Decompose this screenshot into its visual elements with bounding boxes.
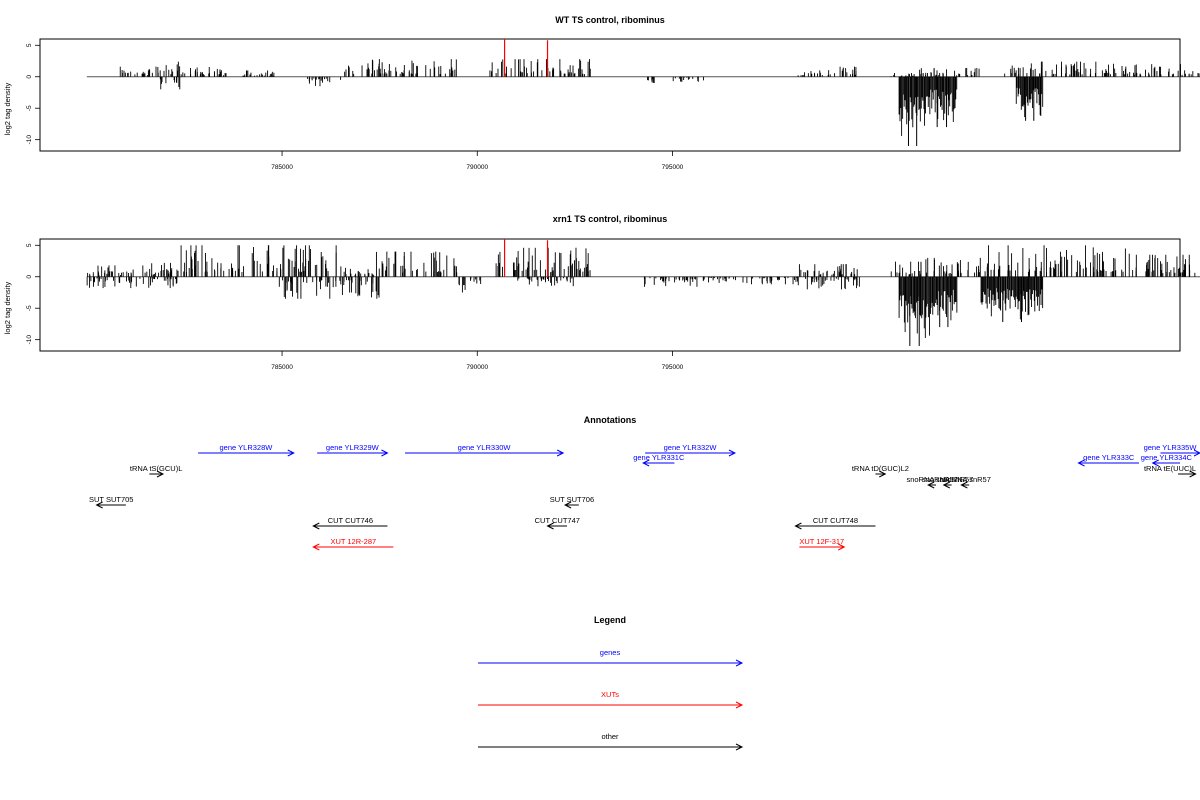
annotations-track: Annotations gene YLR328W gene YLR329W gene… [89,415,1200,551]
wt-y-axis-label: log2 tag density [3,82,12,135]
arrow-right-icon [735,743,744,751]
feature-label: CUT CUT748 [813,516,858,525]
legend-title: Legend [594,615,626,625]
feature-label: gene YLR330W [458,443,512,452]
feature-label: SUT SUT706 [550,495,594,504]
feature-label: gene YLR329W [326,443,380,452]
feature-label: gene YLR335W [1144,443,1198,452]
feature-label: gene YLR328W [220,443,274,452]
feature-label: gene YLR334C [1141,453,1193,462]
arrow-right-icon [1193,449,1200,457]
y-tick-label: 5 [26,243,33,247]
feature-label: snoRNA snR57 [940,475,991,484]
feature-label: gene YLR331C [633,453,685,462]
wt-panel-title: WT TS control, ribominus [555,15,665,25]
feature-label: CUT CUT747 [535,516,580,525]
arrow-left-icon [1151,459,1159,467]
arrow-right-icon [728,449,737,457]
arrow-left-icon [794,522,802,530]
arrow-left-icon [942,481,951,489]
arrow-right-icon [287,449,295,457]
arrow-left-icon [642,459,650,467]
x-tick-label: 785000 [271,164,293,171]
legend-items: genes XUTs other [478,648,744,751]
arrow-right-icon [381,449,389,457]
feature-label: gene YLR332W [664,443,718,452]
x-tick-label: 785000 [271,364,293,371]
arrow-left-icon [1077,459,1085,467]
wt-axis-ticks: -10 -5 0 5 785000 790000 795000 [26,43,684,171]
xrn1-axis-ticks: -10 -5 0 5 785000 790000 795000 [26,243,684,371]
legend-label: XUTs [601,690,619,699]
x-tick-label: 795000 [662,164,684,171]
arrow-right-icon [156,470,165,478]
wt-coverage-bars [86,39,1200,146]
feature-label: gene YLR333C [1083,453,1135,462]
legend: Legend genes XUTs other [478,615,744,751]
xrn1-plot-frame [39,238,1181,352]
arrow-left-icon [312,522,320,530]
arrow-right-icon [838,543,846,551]
xrn1-y-axis-label: log2 tag density [3,281,12,334]
y-tick-label: 5 [26,43,33,47]
xrn1-panel: xrn1 TS control, ribominus log2 tag dens… [3,214,1200,371]
x-tick-label: 790000 [466,164,488,171]
annotation-features: gene YLR328W gene YLR329W gene YLR330W gene… [89,443,1200,551]
x-tick-label: 790000 [466,364,488,371]
y-tick-label: -10 [26,135,33,145]
y-tick-label: -5 [26,305,33,311]
feature-label: CUT CUT746 [328,516,373,525]
feature-label: tRNA tS(GCU)L [130,464,183,473]
y-tick-label: 0 [26,75,33,79]
feature-label: tRNA tE(UUC)L [1144,464,1196,473]
feature-label: XUT 12F-317 [799,537,844,546]
legend-label: other [601,732,619,741]
arrow-left-icon [312,543,320,551]
feature-label: XUT 12R-287 [330,537,376,546]
arrow-right-icon [879,470,887,478]
y-tick-label: 0 [26,275,33,279]
arrow-left-icon [95,501,103,509]
x-tick-label: 795000 [662,364,684,371]
feature-label: snoRNA snR57 [922,475,973,484]
annotations-title: Annotations [584,415,637,425]
arrow-left-icon [960,481,968,489]
xrn1-coverage-bars [86,239,1200,346]
arrow-left-icon [927,481,935,489]
arrow-left-icon [546,522,554,530]
arrow-right-icon [1189,470,1197,478]
feature-label: SUT SUT705 [89,495,133,504]
arrow-right-icon [735,701,744,709]
legend-label: genes [600,648,621,657]
arrow-right-icon [735,659,744,667]
arrow-right-icon [556,449,565,457]
xrn1-panel-title: xrn1 TS control, ribominus [553,214,668,224]
wt-plot-frame [39,38,1181,152]
y-tick-label: -5 [26,105,33,111]
feature-label: tRNA tD(GUC)L2 [852,464,909,473]
y-tick-label: -10 [26,335,33,345]
feature-label: snoRNA snR57 [906,475,957,484]
wt-panel: WT TS control, ribominus log2 tag densit… [3,15,1200,171]
arrow-left-icon [563,501,572,509]
